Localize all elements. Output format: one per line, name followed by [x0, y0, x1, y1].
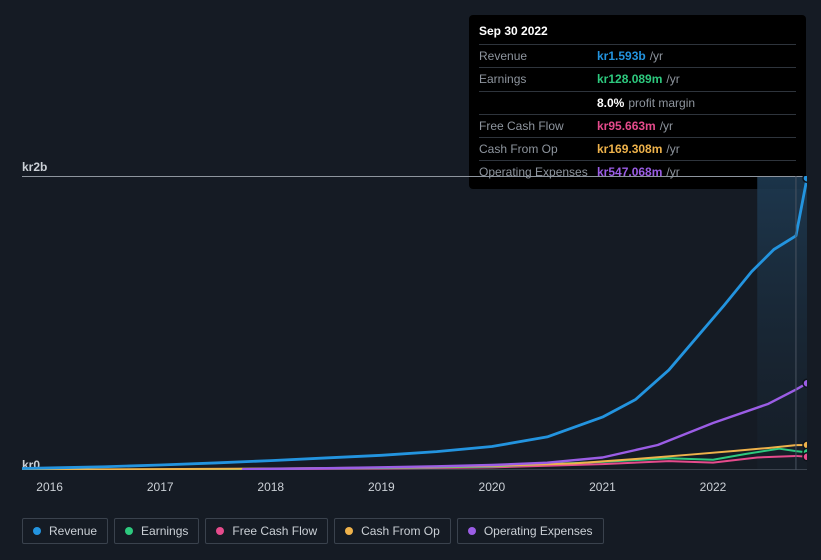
tooltip-row-suffix: /yr: [666, 72, 679, 86]
legend-item[interactable]: Earnings: [114, 518, 199, 544]
legend-item-label: Operating Expenses: [484, 524, 593, 538]
tooltip-row-suffix: /yr: [650, 49, 663, 63]
tooltip-row: Free Cash Flowkr95.663m/yr: [479, 115, 796, 138]
tooltip-row-label: Earnings: [479, 71, 597, 87]
x-tick-label: 2020: [479, 480, 506, 494]
legend-dot-icon: [468, 527, 476, 535]
tooltip-row-value: 8.0%: [597, 96, 624, 110]
chart-legend: Revenue Earnings Free Cash Flow Cash From O…: [22, 518, 604, 544]
legend-item-label: Earnings: [141, 524, 188, 538]
tooltip-row-value: kr128.089m: [597, 72, 662, 86]
tooltip-row-label: Revenue: [479, 48, 597, 64]
tooltip-date: Sep 30 2022: [479, 23, 796, 45]
x-tick-label: 2016: [36, 480, 63, 494]
x-tick-label: 2022: [700, 480, 727, 494]
x-axis: 2016 2017 2018 2019 2020 2021 2022: [22, 480, 807, 500]
legend-dot-icon: [216, 527, 224, 535]
legend-dot-icon: [33, 527, 41, 535]
x-tick-label: 2019: [368, 480, 395, 494]
tooltip-row-value: kr169.308m: [597, 142, 662, 156]
line-chart[interactable]: [22, 176, 807, 470]
legend-item-label: Revenue: [49, 524, 97, 538]
tooltip-row: Earningskr128.089m/yr: [479, 68, 796, 91]
tooltip-row-suffix: profit margin: [628, 96, 695, 110]
tooltip-row-suffix: /yr: [666, 142, 679, 156]
tooltip-row: 8.0% profit margin: [479, 92, 796, 115]
legend-dot-icon: [125, 527, 133, 535]
tooltip-row-label: Cash From Op: [479, 141, 597, 157]
legend-item[interactable]: Revenue: [22, 518, 108, 544]
legend-dot-icon: [345, 527, 353, 535]
x-tick-label: 2021: [589, 480, 616, 494]
legend-item[interactable]: Operating Expenses: [457, 518, 604, 544]
x-tick-label: 2018: [257, 480, 284, 494]
tooltip-row-label: Free Cash Flow: [479, 118, 597, 134]
legend-item-label: Cash From Op: [361, 524, 440, 538]
tooltip-row: Revenuekr1.593b/yr: [479, 45, 796, 68]
tooltip-row-value: kr95.663m: [597, 119, 656, 133]
tooltip-row-suffix: /yr: [660, 119, 673, 133]
tooltip-row-value: kr1.593b: [597, 49, 646, 63]
chart-tooltip: Sep 30 2022 Revenuekr1.593b/yrEarningskr…: [469, 15, 806, 189]
x-tick-label: 2017: [147, 480, 174, 494]
legend-item[interactable]: Cash From Op: [334, 518, 451, 544]
tooltip-row: Cash From Opkr169.308m/yr: [479, 138, 796, 161]
tooltip-row-label: [479, 95, 597, 111]
legend-item[interactable]: Free Cash Flow: [205, 518, 328, 544]
y-tick-top: kr2b: [22, 160, 47, 174]
legend-item-label: Free Cash Flow: [232, 524, 317, 538]
